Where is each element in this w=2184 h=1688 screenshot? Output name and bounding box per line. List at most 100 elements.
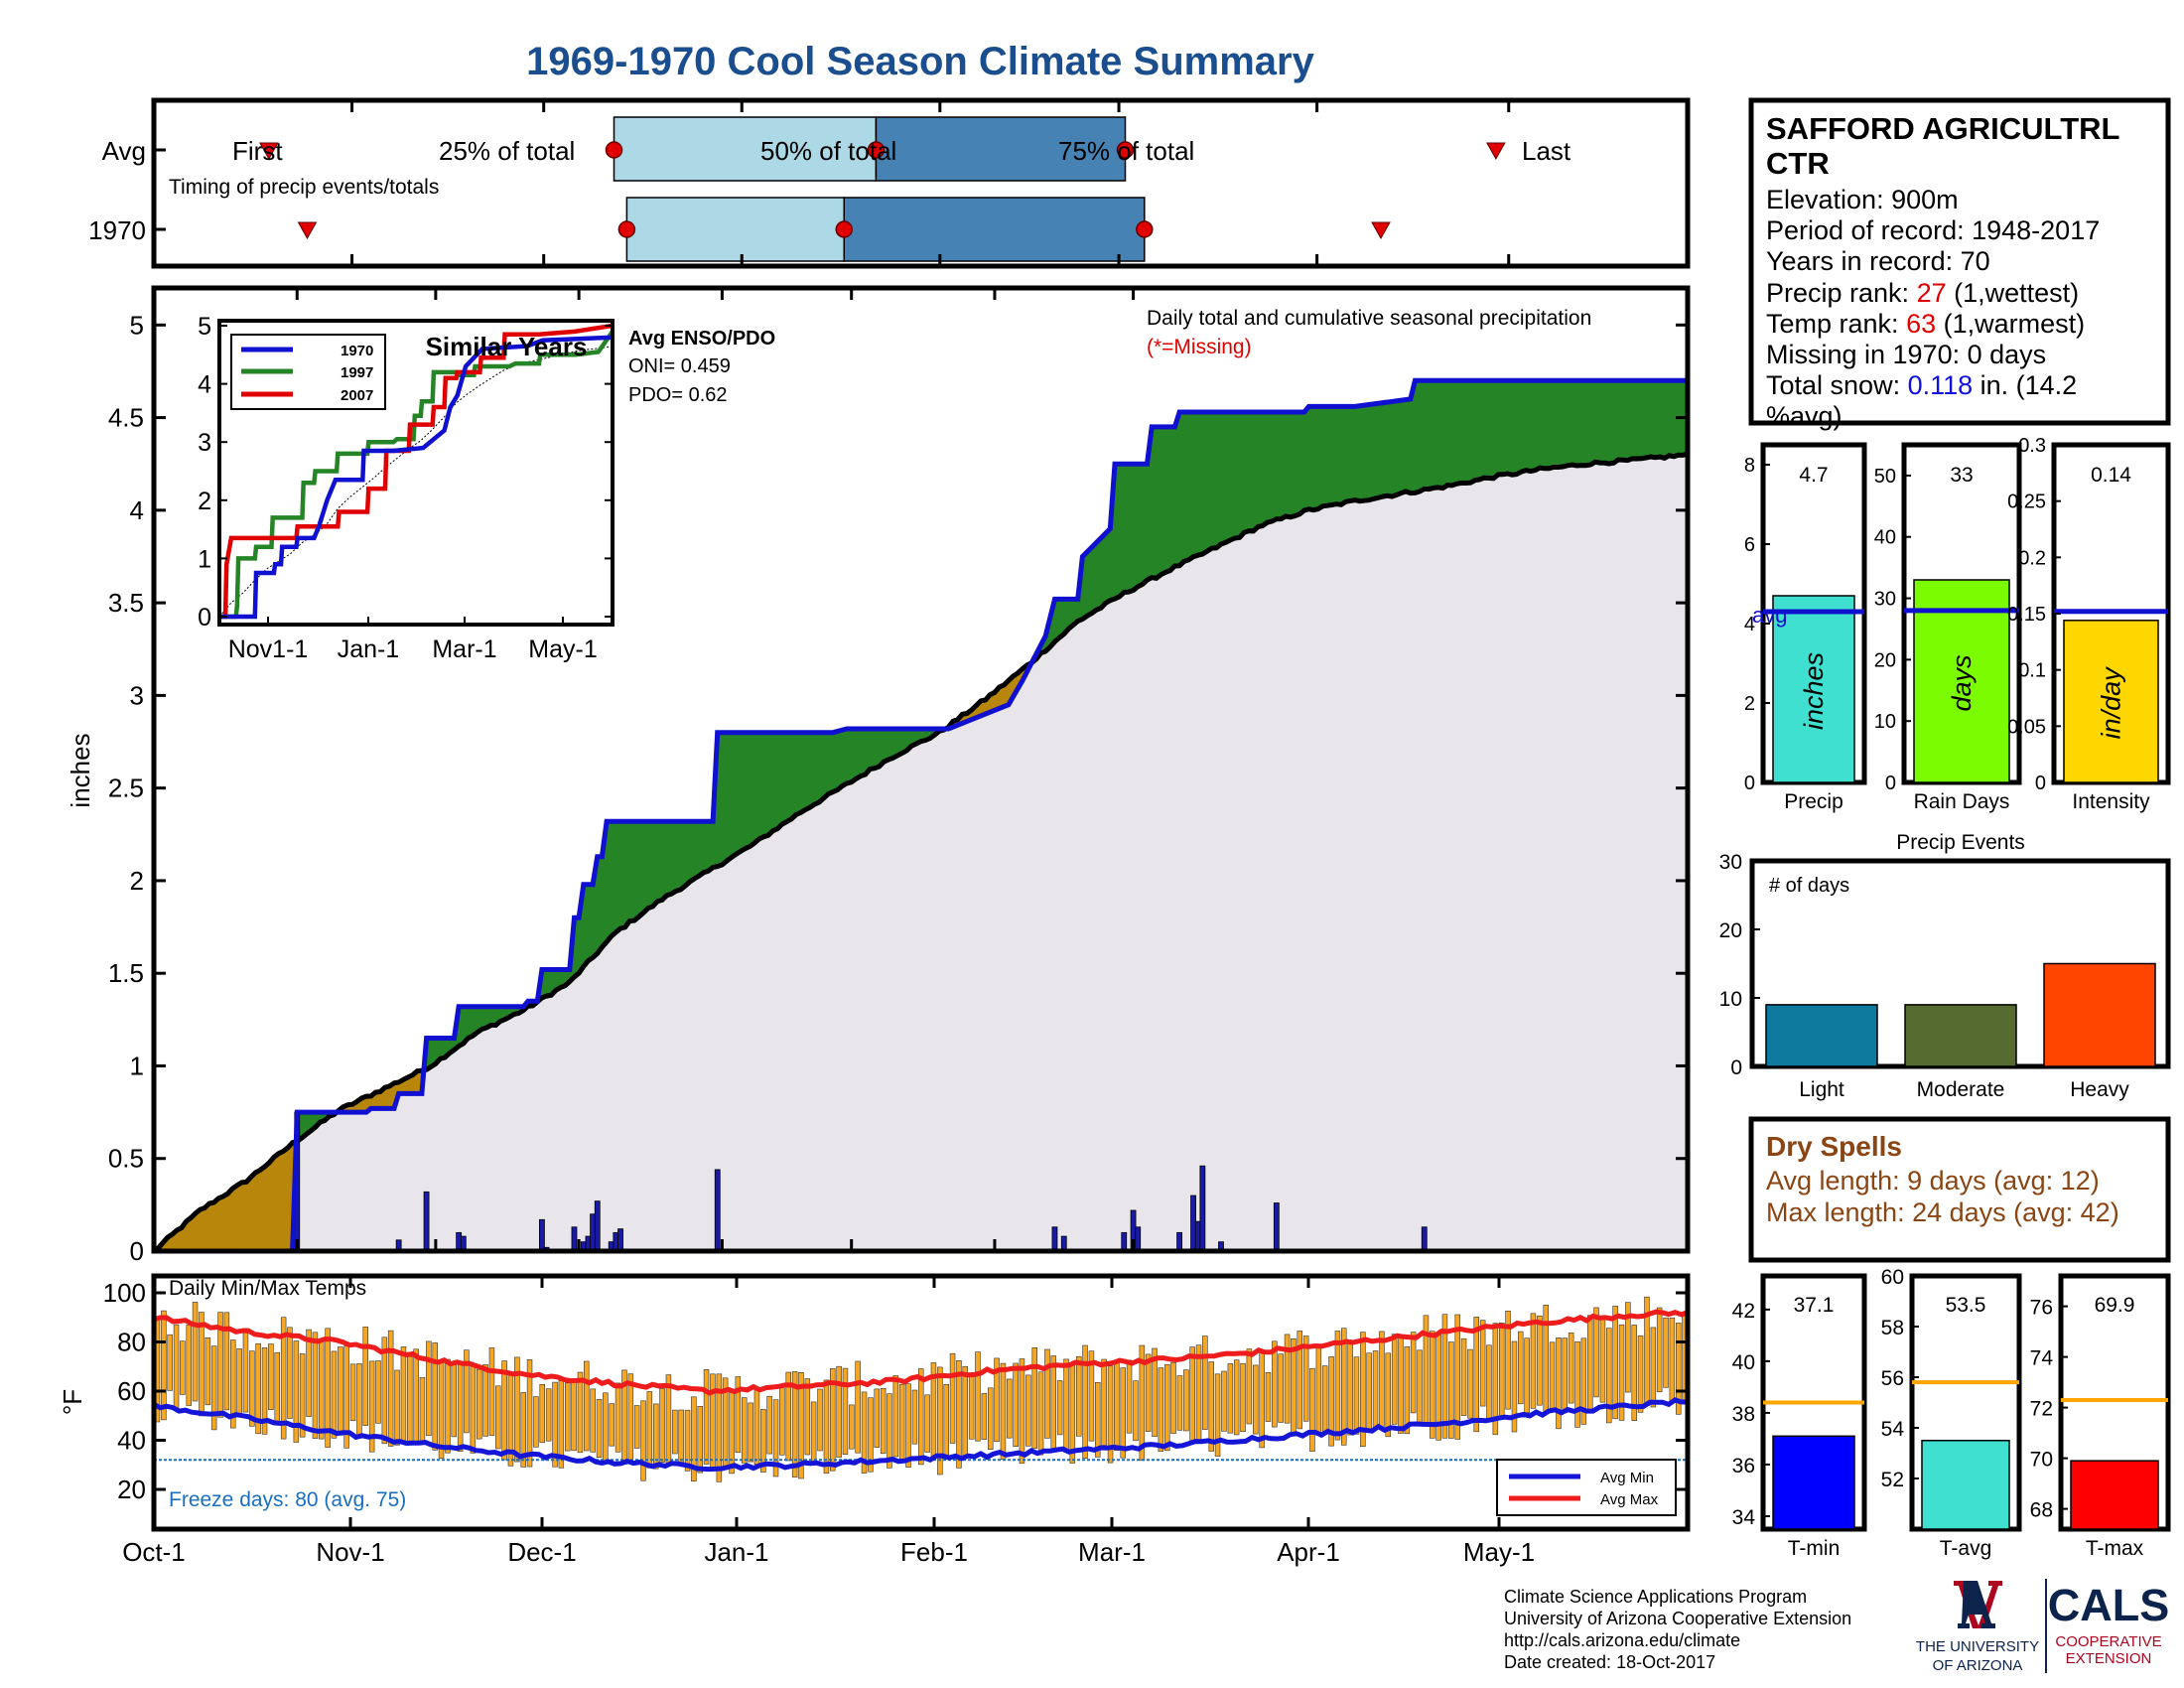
daily-temp-bar <box>1152 1347 1158 1437</box>
surplus-strip <box>1523 380 1527 473</box>
surplus-strip <box>908 728 912 748</box>
deficit-strip <box>188 1219 192 1251</box>
daily-temp-bar <box>804 1378 811 1456</box>
ytick-label: 2 <box>130 866 144 896</box>
daily-temp-bar <box>817 1388 823 1452</box>
surplus-strip <box>932 728 936 736</box>
temp-plot-area <box>154 1296 1688 1482</box>
surplus-strip <box>1207 411 1210 552</box>
surplus-strip <box>1200 411 1203 555</box>
surplus-strip <box>826 732 830 796</box>
daily-temp-bar <box>539 1384 545 1444</box>
surplus-strip <box>1133 464 1137 589</box>
surplus-strip <box>760 732 764 839</box>
surplus-strip <box>894 728 898 756</box>
daily-precip-bar <box>1121 1231 1128 1251</box>
surplus-strip <box>689 821 693 883</box>
ytick-label: 0.5 <box>108 1144 144 1174</box>
daily-temp-bar <box>230 1339 236 1429</box>
surplus-strip <box>886 728 889 761</box>
surplus-strip <box>1253 411 1257 529</box>
surplus-strip <box>920 728 924 742</box>
intensity-ytick-label: 0.3 <box>2018 435 2046 457</box>
surplus-strip <box>731 732 735 857</box>
daily-temp-bar <box>1176 1375 1183 1431</box>
station-elevation: Elevation: 900m <box>1766 185 1959 214</box>
surplus-strip <box>1465 380 1469 483</box>
surplus-strip <box>1121 464 1125 595</box>
deficit-strip <box>200 1209 204 1251</box>
daily-temp-bar <box>571 1379 577 1452</box>
surplus-strip <box>1138 464 1142 586</box>
deficit-strip <box>246 1180 249 1251</box>
station-years: Years in record: 70 <box>1766 246 1990 276</box>
inset-ytick-label: 4 <box>198 371 211 399</box>
surplus-strip <box>604 830 608 944</box>
surplus-strip <box>1241 411 1245 535</box>
surplus-strip <box>696 821 700 878</box>
daily-temp-bar <box>716 1373 723 1482</box>
surplus-strip <box>647 821 651 909</box>
daily-temp-bar <box>868 1397 874 1473</box>
daily-temp-bar <box>1291 1338 1297 1436</box>
daily-temp-bar <box>526 1359 533 1468</box>
surplus-strip <box>1447 380 1450 487</box>
surplus-strip <box>1286 411 1290 517</box>
deficit-strip <box>198 1210 202 1251</box>
deficit-strip <box>239 1184 243 1251</box>
deficit-strip <box>349 1104 353 1113</box>
surplus-strip <box>929 728 933 737</box>
surplus-strip <box>784 732 788 823</box>
daily-precip-bar <box>617 1228 623 1251</box>
timing-q25-q50-bar <box>625 197 845 262</box>
daily-temp-bar <box>268 1343 274 1410</box>
deficit-strip <box>160 1243 164 1251</box>
surplus-strip <box>1498 380 1502 477</box>
surplus-strip <box>1500 380 1504 476</box>
surplus-strip <box>1481 380 1485 480</box>
surplus-strip <box>466 1006 470 1041</box>
tmin-ytick-label: 36 <box>1732 1455 1755 1477</box>
surplus-strip <box>729 732 733 859</box>
daily-temp-bar <box>1202 1336 1208 1430</box>
inset-xtick-label: Mar-1 <box>432 635 496 663</box>
surplus-strip <box>1142 464 1146 584</box>
daily-temp-bar <box>703 1369 710 1465</box>
surplus-strip <box>1449 380 1453 486</box>
month-label: May-1 <box>1463 1537 1535 1567</box>
daily-temp-bar <box>1302 1336 1309 1422</box>
daily-temp-bar <box>1372 1350 1379 1430</box>
surplus-strip <box>306 1112 310 1133</box>
daily-temp-bar <box>1549 1341 1556 1412</box>
surplus-strip <box>819 732 823 801</box>
surplus-strip <box>1495 380 1499 477</box>
surplus-strip <box>844 729 848 785</box>
surplus-strip <box>308 1112 312 1132</box>
surplus-strip <box>854 728 857 780</box>
precip-avg-label: avg <box>1752 603 1787 628</box>
timing-note: Timing of precip events/totals <box>169 176 439 199</box>
surplus-strip <box>1437 380 1441 488</box>
events-ytick-label: 20 <box>1719 919 1742 942</box>
deficit-strip <box>236 1186 240 1251</box>
daily-temp-bar <box>438 1360 445 1459</box>
daily-temp-bar <box>1233 1359 1240 1436</box>
surplus-strip <box>1059 599 1063 637</box>
surplus-strip <box>1105 532 1109 605</box>
daily-temp-bar <box>1441 1314 1448 1439</box>
daily-temp-bar <box>1120 1367 1127 1459</box>
surplus-strip <box>1664 380 1668 458</box>
surplus-strip <box>1075 599 1079 623</box>
surplus-strip <box>774 732 778 829</box>
freeze-days: Freeze days: 80 (avg. 75) <box>169 1488 406 1511</box>
coop-line2: EXTENSION <box>2066 1650 2152 1667</box>
surplus-strip <box>1565 380 1569 467</box>
daily-temp-bar <box>1315 1346 1322 1435</box>
surplus-strip <box>459 1006 463 1046</box>
surplus-strip <box>781 732 785 824</box>
daily-temp-bar <box>810 1401 817 1463</box>
deficit-strip <box>391 1083 395 1109</box>
surplus-strip <box>1406 399 1410 493</box>
surplus-strip <box>1040 642 1044 653</box>
surplus-strip <box>1484 380 1488 479</box>
